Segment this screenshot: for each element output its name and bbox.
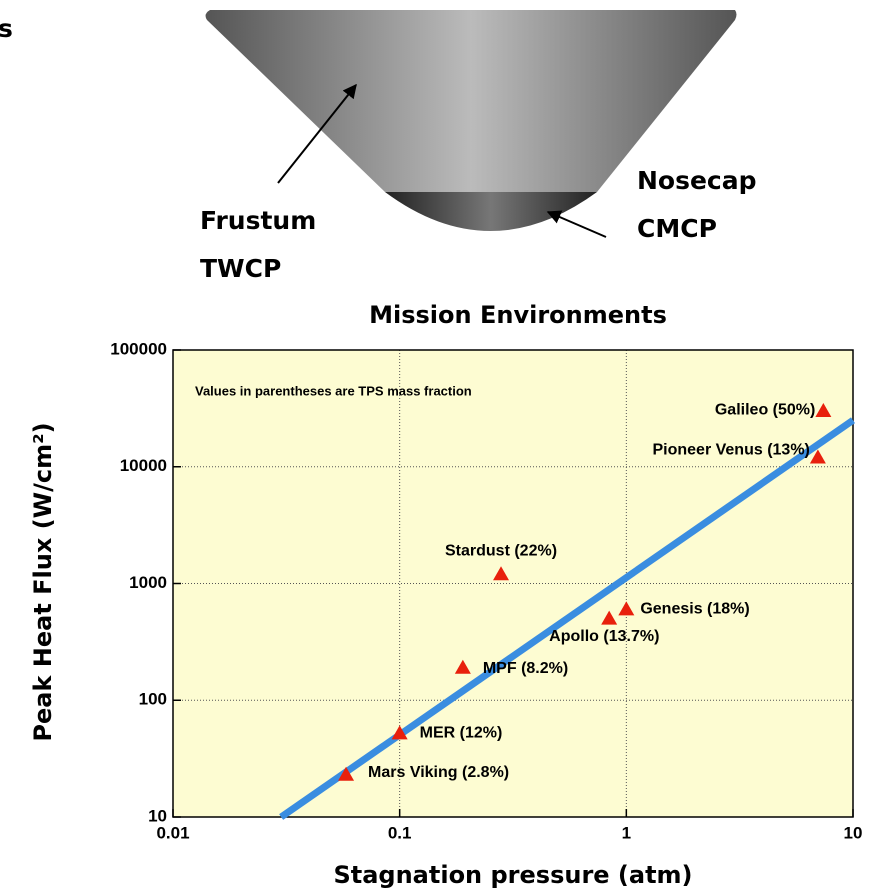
x-tick-label: 0.1 bbox=[388, 823, 412, 842]
data-point bbox=[815, 403, 832, 418]
x-axis-label: Stagnation pressure (atm) bbox=[333, 861, 692, 889]
point-label: Pioneer Venus (13%) bbox=[652, 442, 809, 459]
data-point bbox=[809, 449, 826, 464]
data-point bbox=[454, 659, 471, 674]
diagram-label: TWCP bbox=[200, 254, 281, 283]
y-tick-label: 100 bbox=[139, 690, 167, 709]
point-label: MPF (8.2%) bbox=[483, 660, 568, 677]
annotation: Values in parentheses are TPS mass fract… bbox=[195, 383, 472, 398]
data-point bbox=[493, 566, 510, 581]
x-tick-label: 1 bbox=[622, 823, 631, 842]
point-label: Mars Viking (2.8%) bbox=[368, 764, 509, 781]
fragment-text: s bbox=[0, 14, 13, 43]
y-tick-label: 10 bbox=[148, 806, 167, 825]
data-point bbox=[618, 601, 635, 616]
diagram-label: Nosecap bbox=[637, 166, 757, 195]
y-axis-label: Peak Heat Flux (W/cm²) bbox=[29, 422, 57, 741]
point-label: Apollo (13.7%) bbox=[549, 628, 659, 645]
y-tick-label: 10000 bbox=[120, 456, 167, 475]
y-tick-label: 100000 bbox=[110, 339, 167, 358]
chart-title: Mission Environments bbox=[369, 301, 667, 329]
diagram-label: CMCP bbox=[637, 214, 717, 243]
heatshield-drawing bbox=[205, 10, 737, 238]
point-label: Galileo (50%) bbox=[715, 401, 815, 418]
fit-line bbox=[279, 417, 855, 820]
diagram-label: Frustum bbox=[200, 206, 316, 235]
data-point bbox=[391, 725, 408, 740]
data-point bbox=[338, 766, 355, 781]
point-label: Genesis (18%) bbox=[640, 601, 749, 618]
plot-frame bbox=[172, 349, 854, 818]
data-point bbox=[601, 610, 618, 625]
x-tick-label: 0.01 bbox=[156, 823, 189, 842]
y-tick-label: 1000 bbox=[129, 573, 167, 592]
point-label: MER (12%) bbox=[420, 725, 503, 742]
x-tick-label: 10 bbox=[844, 823, 863, 842]
point-label: Stardust (22%) bbox=[445, 542, 557, 559]
